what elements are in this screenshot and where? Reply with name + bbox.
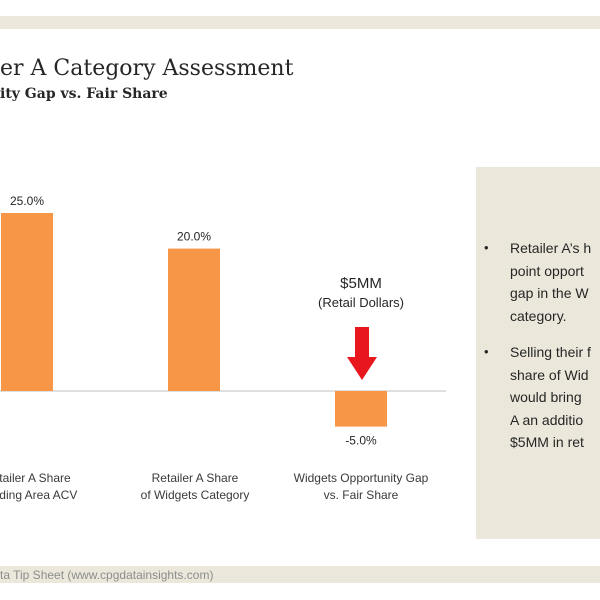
category-label-opportunity-gap: Widgets Opportunity Gap vs. Fair Share [276,470,446,504]
opportunity-annotation: $5MM (Retail Dollars) [286,274,436,312]
insight-bullet: Selling their f share of Wid would bring… [476,341,600,454]
bullet-line: would bring [510,389,582,405]
bullet-line: Selling their f [510,344,591,360]
page-subtitle: ity Gap vs. Fair Share [0,86,168,102]
bar-2 [335,391,387,427]
category-label-acv: tailer A Share ading Area ACV [0,470,120,504]
category-label-line: ading Area ACV [0,488,78,502]
data-label-1: 20.0% [177,230,211,244]
annotation-unit: (Retail Dollars) [318,295,404,310]
annotation-amount: $5MM [340,275,382,292]
top-band [0,16,600,29]
bullet-line: share of Wid [510,366,589,383]
insights-panel: Retailer A’s h point opport gap in the W… [476,167,600,539]
insight-bullet: Retailer A’s h point opport gap in the W… [476,237,600,327]
bullet-line: A an additio [510,411,584,428]
bullet-line: category. [510,307,567,324]
bullet-line: Retailer A’s h [510,240,592,256]
category-label-line: Widgets Opportunity Gap [293,471,429,485]
bullet-line: gap in the W [510,285,589,301]
down-arrow-icon [347,327,377,380]
data-label-2: -5.0% [345,434,377,448]
data-label-0: 25.0% [10,194,44,208]
category-label-widgets-share: Retailer A Share of Widgets Category [110,470,280,504]
bar-0 [1,213,53,391]
bullet-line: $5MM in ret [510,434,584,450]
bullet-line: point opport [510,262,584,279]
category-label-line: Retailer A Share [151,471,239,485]
category-label-line: of Widgets Category [140,488,250,502]
category-label-line: vs. Fair Share [323,488,399,502]
bottom-band [0,566,600,583]
footer-source: ta Tip Sheet (www.cpgdatainsights.com) [0,568,214,582]
page-title: er A Category Assessment [0,56,294,81]
category-label-line: tailer A Share [0,471,71,485]
bar-1 [168,248,220,391]
